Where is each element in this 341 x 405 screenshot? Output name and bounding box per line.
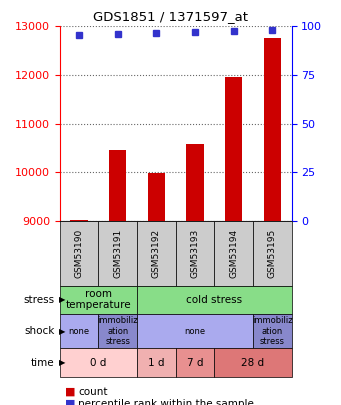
Text: GDS1851 / 1371597_at: GDS1851 / 1371597_at [93,10,248,23]
Text: GSM53191: GSM53191 [113,228,122,278]
Text: 28 d: 28 d [241,358,265,368]
Bar [148,173,165,221]
Text: stress: stress [24,295,55,305]
Bar [109,150,126,221]
Text: ▶: ▶ [59,358,65,367]
Bar [225,77,242,221]
Text: cold stress: cold stress [186,295,242,305]
Text: GSM53190: GSM53190 [74,228,84,278]
Text: immobiliz
ation
stress: immobiliz ation stress [97,316,138,346]
Text: none: none [184,326,206,336]
Text: count: count [78,387,108,396]
Text: 7 d: 7 d [187,358,203,368]
Text: ▶: ▶ [59,326,65,336]
Bar [264,38,281,221]
Text: room
temperature: room temperature [65,289,131,311]
Text: GSM53195: GSM53195 [268,228,277,278]
Text: GSM53192: GSM53192 [152,228,161,278]
Text: ■: ■ [65,387,75,396]
Text: 0 d: 0 d [90,358,106,368]
Text: ▶: ▶ [59,295,65,304]
Text: GSM53194: GSM53194 [229,228,238,278]
Text: time: time [31,358,55,368]
Bar [186,144,204,221]
Text: shock: shock [24,326,55,336]
Text: percentile rank within the sample: percentile rank within the sample [78,399,254,405]
Text: immobiliz
ation
stress: immobiliz ation stress [252,316,293,346]
Bar [70,220,88,221]
Text: GSM53193: GSM53193 [190,228,199,278]
Text: ■: ■ [65,399,75,405]
Text: none: none [69,326,90,336]
Text: 1 d: 1 d [148,358,165,368]
